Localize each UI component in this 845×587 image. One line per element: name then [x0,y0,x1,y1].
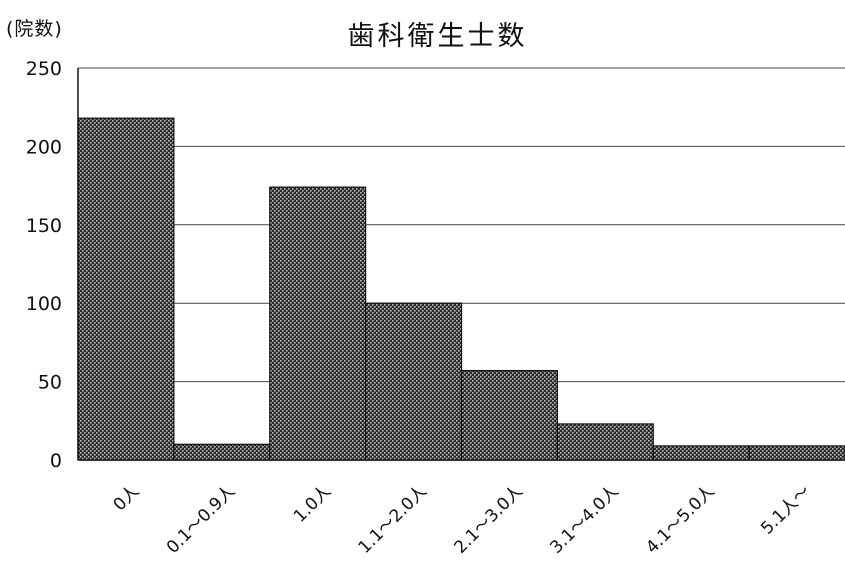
y-tick-label: 100 [26,293,62,315]
y-tick-label: 200 [26,136,62,158]
bar [460,370,558,461]
y-tick-labels: 0 50 100 150 200 250 [26,58,62,472]
y-axis-label: (院数) [6,18,63,40]
axes [77,68,845,461]
bar [748,445,845,461]
x-tick-label: 4.1～5.0人 [642,481,718,557]
x-tick-label: 3.1～4.0人 [546,481,622,557]
bar [77,117,175,461]
x-tick-labels: 0人 0.1～0.9人 1.0人 1.1～2.0人 2.1～3.0人 3.1～4.0人 4.… [110,481,815,557]
y-tick-label: 0 [50,450,62,472]
x-tick-label: 2.1～3.0人 [451,481,527,557]
x-tick-label: 0人 [110,481,144,515]
x-tick-label: 1.1～2.0人 [355,481,431,557]
bar [269,186,367,461]
bars [77,117,845,461]
bar [365,302,463,461]
bar [556,423,654,461]
y-tick-label: 250 [26,58,62,80]
x-tick-label: 1.0人 [290,481,335,526]
bar [652,445,750,461]
y-tick-label: 150 [26,215,62,237]
bar [173,443,271,461]
y-tick-label: 50 [38,372,62,394]
x-tick-label: 5.1人～ [757,481,814,538]
x-tick-label: 0.1～0.9人 [163,481,239,557]
chart-title: 歯科衛生士数 [347,21,528,52]
